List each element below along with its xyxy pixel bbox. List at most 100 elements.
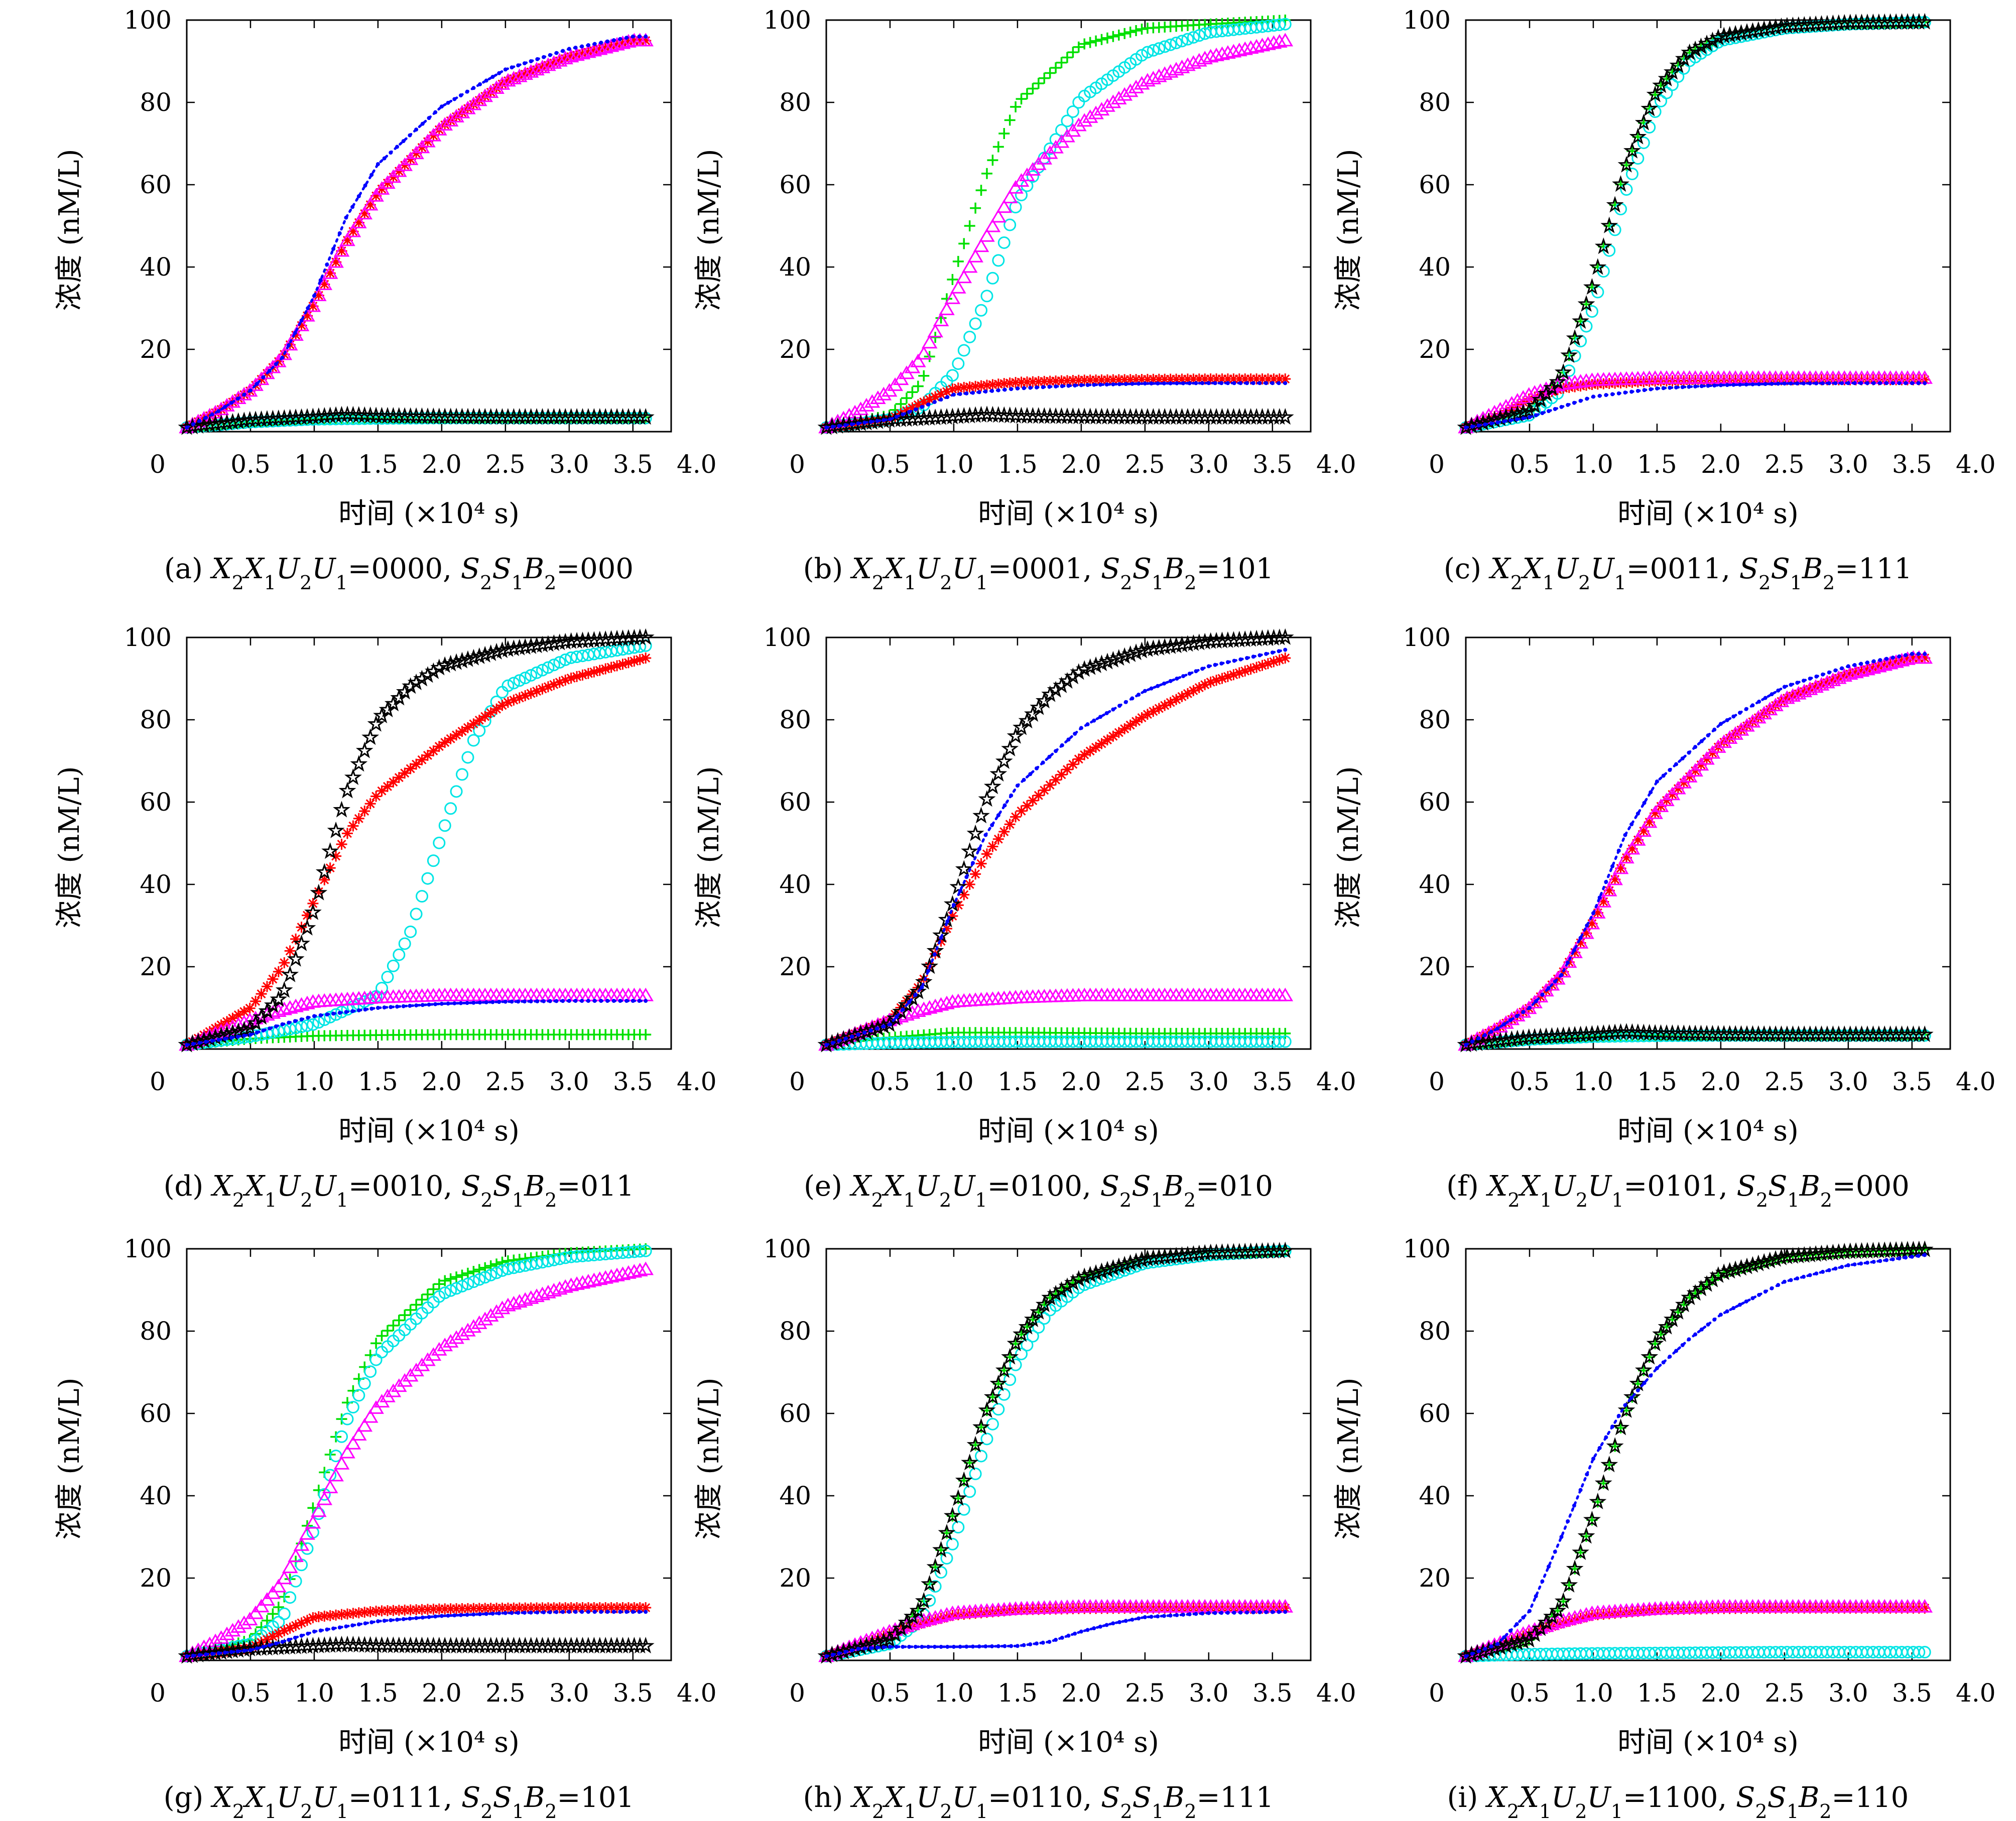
data-point-blue [1782,685,1787,689]
data-point-red [256,373,267,385]
data-point-red [1724,1603,1735,1614]
data-point-blue [306,1631,310,1636]
x-tick-label: 1.0 [934,450,974,479]
y-tick-label: 80 [140,705,172,734]
y-tick-label: 100 [124,6,172,35]
data-point-magenta [517,66,534,80]
data-point-blue [1117,704,1122,708]
data-point-magenta [933,1608,949,1622]
data-point-blue [554,51,559,55]
data-point-red [1873,661,1884,673]
data-point-green [433,1278,445,1290]
data-point-blue [375,1006,380,1010]
data-point-magenta [1266,35,1282,49]
data-point-blue [1156,1614,1160,1619]
data-point-black [1053,1281,1070,1298]
data-point-black [1612,1418,1629,1436]
data-point-cyan [963,1485,976,1498]
data-point-blue [894,415,899,419]
data-point-magenta [1225,44,1242,58]
data-point-red [975,858,987,869]
data-point-red [319,1610,330,1622]
data-point-blue [293,331,297,335]
data-point-cyan [634,1245,647,1258]
data-point-blue [971,861,975,865]
data-point-magenta [253,1599,270,1613]
data-point-red [244,1002,256,1014]
data-point-black [1549,372,1567,390]
data-point-red [1067,1603,1079,1614]
data-point-blue [255,1646,259,1651]
data-point-red [1644,1605,1655,1616]
data-point-cyan [266,1026,279,1039]
y-tick-label: 20 [1419,1564,1451,1593]
data-point-magenta [1882,656,1899,670]
data-point-green [947,274,958,285]
data-point-blue [1073,383,1077,387]
data-point-black [1554,363,1572,380]
data-point-magenta [288,998,304,1012]
data-point-blue [331,1626,336,1631]
data-point-black [1053,676,1070,693]
data-point-blue [312,294,316,298]
y-tick-label: 40 [140,252,172,282]
data-point-black [1617,1401,1635,1418]
data-point-red [1833,374,1844,385]
data-point-magenta [431,121,447,136]
data-point-magenta [1618,850,1634,864]
data-point-red [1039,375,1050,387]
data-point-blue [1534,413,1538,418]
data-point-black [834,1030,852,1047]
data-point-red [462,1603,473,1614]
data-point-cyan [387,959,400,972]
data-point-red [1228,669,1239,681]
data-point-red [1896,1602,1908,1614]
data-point-blue [191,422,195,427]
data-point-cyan [404,925,417,938]
data-point-blue [1859,1261,1863,1266]
data-point-cyan [559,653,572,666]
data-point-red [924,394,935,405]
data-point-blue [1022,386,1026,391]
data-point-blue [1763,382,1768,386]
data-point-black [1121,645,1140,662]
data-point-blue [926,969,931,973]
data-point-cyan [519,672,532,685]
data-point-blue [1508,1628,1513,1633]
data-point-blue [1111,382,1115,386]
data-point-black [528,636,546,654]
data-point-black [1715,27,1733,44]
data-point-cyan [946,1537,959,1550]
data-point-magenta [1007,180,1024,194]
data-point-black [499,640,517,657]
data-point-blue [1168,1613,1173,1618]
data-point-red [588,666,600,678]
data-point-blue [1566,1519,1570,1523]
data-point-black [464,648,482,666]
data-point-red [1626,843,1638,855]
data-point-magenta [818,420,834,434]
data-point-black [487,642,506,660]
data-point-red [1879,374,1891,385]
data-point-red [376,1605,388,1617]
data-point-blue [1111,1621,1115,1626]
data-point-red [1021,376,1033,387]
data-point-blue [1540,411,1545,416]
data-point-red [1690,1603,1701,1615]
data-point-black [1508,1029,1527,1047]
data-point-blue [1865,381,1869,385]
data-point-blue [618,37,622,41]
data-point-cyan [1273,18,1286,31]
data-point-red [1222,373,1233,385]
data-point-red [1216,673,1228,684]
data-point-magenta [282,337,298,351]
data-point-blue [1489,421,1493,426]
data-point-blue [242,1648,246,1653]
data-point-blue [1251,655,1255,659]
data-point-red [1233,667,1245,679]
data-point-magenta [1458,1037,1474,1051]
data-point-blue [1002,1644,1007,1648]
data-point-red [399,1604,411,1616]
data-point-black [447,653,465,670]
data-point-blue [958,392,962,396]
